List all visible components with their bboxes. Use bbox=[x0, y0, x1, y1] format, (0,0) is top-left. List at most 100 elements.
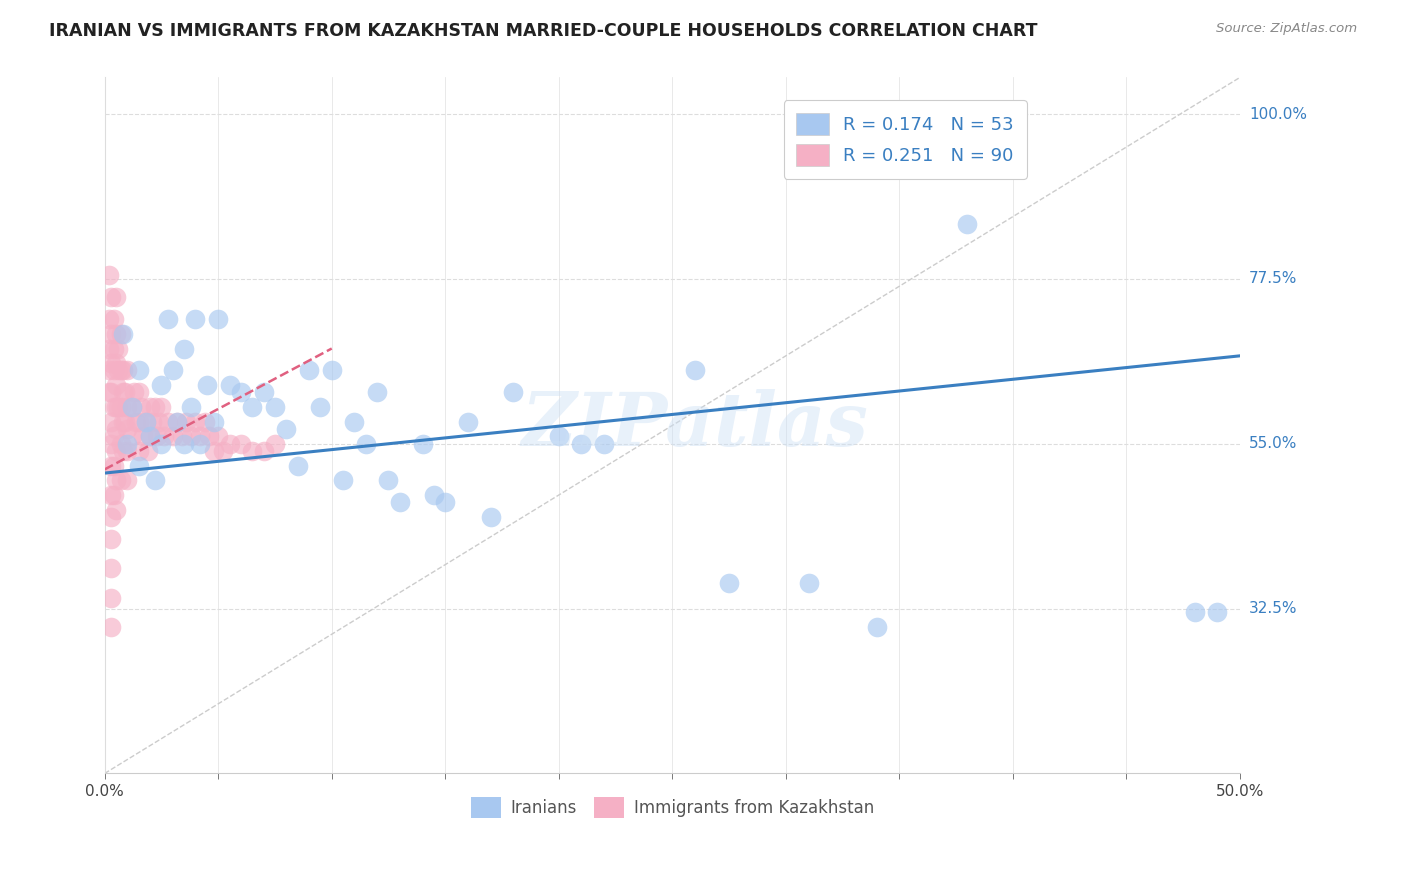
Point bbox=[110, 400, 132, 414]
Point bbox=[103, 363, 125, 377]
Point bbox=[103, 342, 125, 356]
Point bbox=[105, 356, 128, 370]
Point bbox=[229, 436, 252, 450]
Point bbox=[100, 356, 122, 370]
Text: 32.5%: 32.5% bbox=[1249, 601, 1298, 616]
Point bbox=[105, 378, 128, 392]
Point bbox=[111, 326, 134, 341]
Point bbox=[166, 415, 188, 429]
Point bbox=[377, 474, 399, 488]
Point bbox=[128, 415, 150, 429]
Point bbox=[343, 415, 366, 429]
Point bbox=[211, 444, 233, 458]
Point bbox=[150, 436, 173, 450]
Point bbox=[146, 429, 169, 443]
Point bbox=[117, 444, 139, 458]
Point bbox=[150, 400, 173, 414]
Point bbox=[423, 488, 446, 502]
Point bbox=[121, 400, 143, 414]
Point bbox=[103, 488, 125, 502]
Point bbox=[110, 474, 132, 488]
Point bbox=[412, 436, 434, 450]
Point bbox=[143, 400, 166, 414]
Point bbox=[114, 415, 136, 429]
Point bbox=[162, 429, 184, 443]
Point bbox=[141, 415, 163, 429]
Point bbox=[121, 400, 143, 414]
Point bbox=[148, 415, 170, 429]
Point bbox=[276, 422, 298, 436]
Point bbox=[105, 290, 128, 304]
Point bbox=[252, 385, 274, 400]
Point bbox=[125, 415, 148, 429]
Point bbox=[152, 429, 174, 443]
Point bbox=[98, 385, 121, 400]
Point bbox=[332, 474, 354, 488]
Point bbox=[264, 436, 287, 450]
Point bbox=[135, 415, 157, 429]
Point bbox=[103, 429, 125, 443]
Point bbox=[287, 458, 309, 473]
Point bbox=[547, 429, 569, 443]
Point bbox=[100, 415, 122, 429]
Text: Source: ZipAtlas.com: Source: ZipAtlas.com bbox=[1216, 22, 1357, 36]
Point bbox=[366, 385, 388, 400]
Point bbox=[100, 620, 122, 634]
Point bbox=[105, 326, 128, 341]
Point bbox=[162, 363, 184, 377]
Point bbox=[114, 385, 136, 400]
Point bbox=[100, 532, 122, 546]
Point bbox=[354, 436, 377, 450]
Point bbox=[207, 312, 229, 326]
Point bbox=[173, 342, 195, 356]
Point bbox=[100, 326, 122, 341]
Point bbox=[105, 444, 128, 458]
Point bbox=[170, 429, 193, 443]
Text: ZIPatlas: ZIPatlas bbox=[522, 389, 869, 462]
Point bbox=[100, 488, 122, 502]
Point bbox=[103, 458, 125, 473]
Point bbox=[139, 400, 162, 414]
Text: IRANIAN VS IMMIGRANTS FROM KAZAKHSTAN MARRIED-COUPLE HOUSEHOLDS CORRELATION CHAR: IRANIAN VS IMMIGRANTS FROM KAZAKHSTAN MA… bbox=[49, 22, 1038, 40]
Point bbox=[218, 378, 240, 392]
Point bbox=[202, 415, 225, 429]
Legend: Iranians, Immigrants from Kazakhstan: Iranians, Immigrants from Kazakhstan bbox=[464, 790, 880, 824]
Point bbox=[434, 495, 457, 509]
Point bbox=[479, 510, 502, 524]
Point bbox=[128, 385, 150, 400]
Point bbox=[956, 217, 979, 231]
Point bbox=[180, 429, 202, 443]
Point bbox=[321, 363, 343, 377]
Point bbox=[129, 400, 152, 414]
Point bbox=[136, 444, 159, 458]
Point bbox=[143, 474, 166, 488]
Point bbox=[111, 444, 134, 458]
Point bbox=[117, 436, 139, 450]
Point bbox=[98, 363, 121, 377]
Point bbox=[683, 363, 706, 377]
Point bbox=[105, 502, 128, 516]
Point bbox=[176, 415, 198, 429]
Point bbox=[100, 385, 122, 400]
Point bbox=[388, 495, 411, 509]
Point bbox=[98, 268, 121, 283]
Point bbox=[121, 429, 143, 443]
Point bbox=[298, 363, 321, 377]
Point bbox=[1184, 605, 1206, 619]
Point bbox=[797, 576, 820, 591]
Point bbox=[132, 429, 155, 443]
Point bbox=[107, 342, 129, 356]
Point bbox=[110, 363, 132, 377]
Point bbox=[157, 415, 180, 429]
Point bbox=[110, 436, 132, 450]
Point bbox=[98, 312, 121, 326]
Point bbox=[184, 415, 207, 429]
Point bbox=[718, 576, 741, 591]
Point bbox=[188, 436, 211, 450]
Point bbox=[229, 385, 252, 400]
Point bbox=[111, 415, 134, 429]
Point bbox=[128, 444, 150, 458]
Point bbox=[117, 422, 139, 436]
Point bbox=[207, 429, 229, 443]
Point bbox=[218, 436, 240, 450]
